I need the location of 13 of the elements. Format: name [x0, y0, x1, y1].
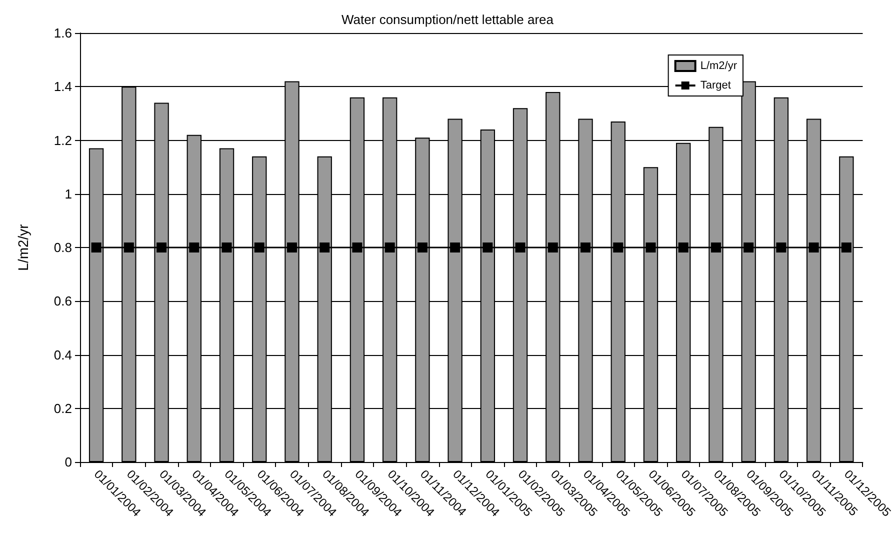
chart-title: Water consumption/nett lettable area: [342, 12, 554, 27]
y-tick-label: 0.4: [54, 347, 72, 362]
y-tick-label: 1.6: [54, 26, 72, 40]
y-tick-label: 1.2: [54, 132, 72, 148]
y-axis-title: L/m2/yr: [15, 224, 31, 271]
legend-label: L/m2/yr: [700, 60, 738, 72]
y-tick-label: 1: [64, 186, 72, 202]
y-tick-label: 0.2: [54, 400, 72, 416]
legend-label: Target: [700, 80, 731, 92]
y-tick-label: 0: [64, 454, 72, 470]
y-tick-label: 1.4: [54, 79, 72, 94]
y-tick-label: 0.8: [54, 240, 72, 255]
y-tick-label: 0.6: [54, 294, 72, 309]
